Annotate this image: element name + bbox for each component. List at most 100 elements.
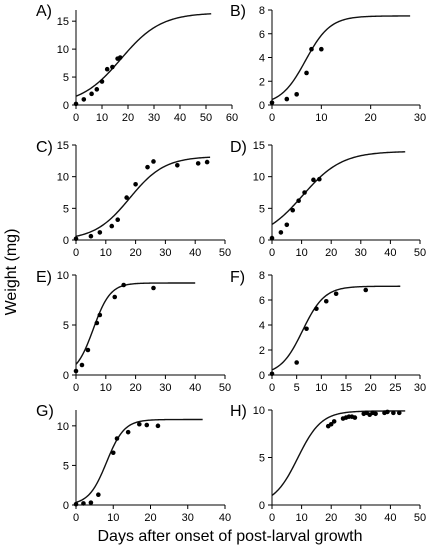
data-point bbox=[115, 217, 121, 223]
x-tick-label: 40 bbox=[189, 382, 201, 394]
x-tick-label: 20 bbox=[129, 382, 141, 394]
x-tick-label: 30 bbox=[414, 382, 426, 394]
y-tick-label: 2 bbox=[259, 76, 265, 88]
y-tick-label: 0 bbox=[259, 370, 265, 382]
data-point bbox=[151, 159, 156, 164]
data-point bbox=[151, 285, 156, 291]
x-tick-label: 10 bbox=[315, 112, 327, 124]
data-point bbox=[144, 422, 150, 428]
y-tick-label: 0 bbox=[259, 500, 265, 512]
data-point bbox=[352, 415, 358, 420]
data-point bbox=[175, 162, 180, 168]
panel-a: 0 10 20 30 40 50 60 0 5 10 15 A) bbox=[36, 3, 238, 124]
data-point bbox=[284, 96, 290, 102]
data-point bbox=[124, 195, 129, 200]
x-tick-label: 40 bbox=[384, 512, 396, 524]
data-point bbox=[319, 46, 324, 52]
y-tick-label: 5 bbox=[259, 453, 265, 465]
data-point bbox=[94, 320, 100, 326]
data-point bbox=[391, 410, 396, 416]
data-point bbox=[204, 159, 210, 165]
y-tick-label: 2 bbox=[259, 345, 265, 357]
x-tick-label: 0 bbox=[269, 112, 275, 124]
x-tick-label: 20 bbox=[144, 512, 156, 524]
x-tick-label: 60 bbox=[226, 112, 238, 124]
data-point bbox=[302, 190, 307, 195]
y-tick-label: 0 bbox=[63, 370, 69, 382]
panel-label: H) bbox=[230, 403, 247, 420]
y-tick-label: 8 bbox=[259, 270, 265, 282]
x-tick-label: 30 bbox=[159, 247, 171, 259]
fit-curve bbox=[75, 282, 196, 365]
fit-curve bbox=[271, 410, 406, 496]
x-tick-label: 0 bbox=[73, 512, 79, 524]
x-tick-label: 40 bbox=[384, 247, 396, 259]
x-tick-label: 0 bbox=[73, 112, 79, 124]
fit-curve bbox=[271, 15, 411, 101]
x-tick-label: 10 bbox=[315, 382, 327, 394]
y-tick-label: 0 bbox=[259, 100, 265, 112]
y-tick-label: 10 bbox=[57, 421, 69, 433]
x-tick-label: 20 bbox=[365, 382, 377, 394]
data-point bbox=[117, 55, 123, 60]
x-tick-label: 20 bbox=[325, 512, 337, 524]
data-point bbox=[331, 419, 337, 424]
y-tick-label: 15 bbox=[253, 140, 265, 152]
x-tick-label: 30 bbox=[355, 512, 367, 524]
x-tick-label: 0 bbox=[73, 382, 79, 394]
data-point bbox=[304, 70, 309, 76]
data-point bbox=[81, 501, 86, 506]
y-tick-label: 10 bbox=[253, 172, 265, 184]
data-point bbox=[109, 223, 115, 229]
data-point bbox=[73, 101, 79, 107]
fit-curve bbox=[75, 13, 212, 97]
y-tick-label: 5 bbox=[259, 203, 265, 215]
panel-label: D) bbox=[230, 139, 247, 156]
panel-label: E) bbox=[36, 269, 52, 286]
x-tick-label: 50 bbox=[414, 512, 426, 524]
panel-f: 0 5 10 15 20 25 30 0 2 4 6 8 F) bbox=[230, 269, 426, 394]
panel-label: B) bbox=[230, 3, 246, 20]
data-point bbox=[89, 91, 94, 97]
panel-b: 0 10 20 30 0 2 4 6 8 B) bbox=[230, 3, 426, 124]
y-tick-label: 0 bbox=[63, 500, 69, 512]
data-point bbox=[110, 450, 116, 456]
x-tick-label: 30 bbox=[182, 512, 194, 524]
x-tick-label: 30 bbox=[159, 382, 171, 394]
y-tick-label: 5 bbox=[63, 320, 69, 332]
data-point bbox=[385, 409, 390, 415]
data-point bbox=[73, 236, 79, 242]
x-tick-label: 0 bbox=[73, 247, 79, 259]
x-tick-label: 0 bbox=[269, 247, 275, 259]
panel-c: 0 10 20 30 40 50 0 5 10 15 C) bbox=[36, 139, 231, 259]
panel-label: F) bbox=[230, 269, 245, 286]
data-point bbox=[323, 298, 329, 304]
data-point bbox=[145, 164, 150, 170]
data-point bbox=[79, 362, 85, 368]
y-tick-label: 5 bbox=[63, 203, 69, 215]
x-tick-label: 30 bbox=[148, 112, 160, 124]
data-point bbox=[396, 410, 402, 416]
x-tick-label: 20 bbox=[325, 247, 337, 259]
x-tick-label: 10 bbox=[107, 512, 119, 524]
data-point bbox=[88, 233, 94, 239]
x-tick-label: 20 bbox=[129, 247, 141, 259]
data-point bbox=[73, 368, 79, 374]
x-tick-label: 30 bbox=[355, 247, 367, 259]
data-point bbox=[96, 492, 101, 498]
x-tick-label: 40 bbox=[174, 112, 186, 124]
fit-curve bbox=[271, 151, 406, 225]
data-point bbox=[278, 230, 284, 235]
data-point bbox=[363, 287, 369, 293]
data-point bbox=[304, 326, 309, 332]
fit-curve bbox=[75, 418, 203, 504]
x-tick-label: 15 bbox=[340, 382, 352, 394]
x-tick-label: 20 bbox=[122, 112, 134, 124]
y-tick-label: 10 bbox=[253, 405, 265, 417]
data-point bbox=[294, 92, 299, 97]
x-tick-label: 50 bbox=[219, 382, 231, 394]
data-point bbox=[97, 312, 103, 318]
data-point bbox=[290, 207, 296, 213]
y-tick-label: 6 bbox=[259, 29, 265, 41]
